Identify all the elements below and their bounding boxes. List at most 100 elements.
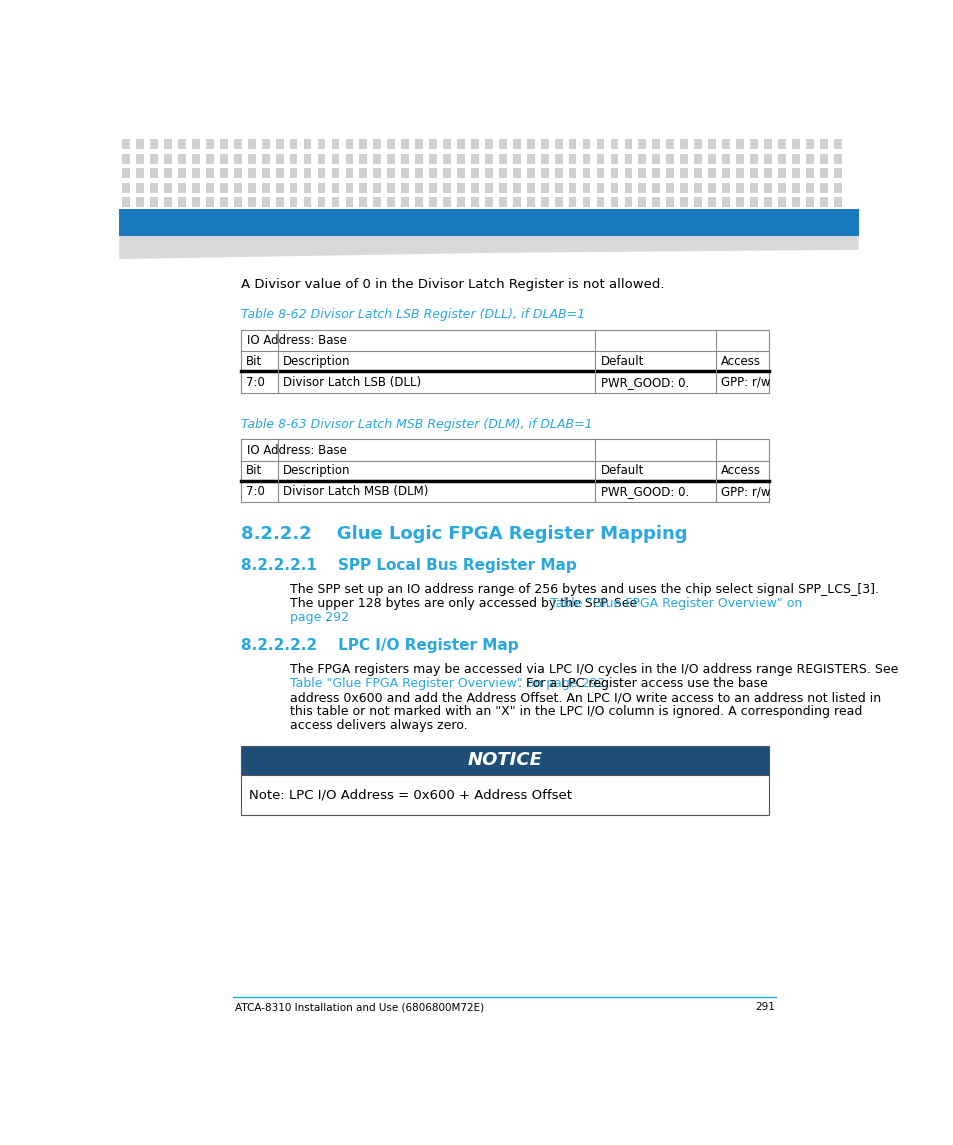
Bar xyxy=(484,197,493,207)
Bar xyxy=(303,139,311,149)
Bar xyxy=(345,168,353,179)
Bar xyxy=(387,153,395,164)
Bar xyxy=(471,183,478,192)
Bar xyxy=(429,197,436,207)
Bar xyxy=(555,153,562,164)
Bar xyxy=(261,183,270,192)
Bar xyxy=(778,168,785,179)
Bar xyxy=(498,168,506,179)
Bar xyxy=(401,197,409,207)
Bar xyxy=(233,168,241,179)
Bar xyxy=(582,183,590,192)
Bar xyxy=(164,197,172,207)
Bar xyxy=(721,153,729,164)
Bar xyxy=(373,153,381,164)
Text: Bit: Bit xyxy=(246,355,262,368)
Bar xyxy=(192,197,199,207)
Bar xyxy=(178,197,186,207)
Bar xyxy=(484,139,493,149)
Bar xyxy=(122,168,130,179)
Text: page 292: page 292 xyxy=(290,611,349,624)
Bar xyxy=(749,153,757,164)
Bar xyxy=(638,168,645,179)
Bar xyxy=(679,183,687,192)
Bar xyxy=(456,168,464,179)
Bar xyxy=(791,183,799,192)
Text: 8.2.2.2.1    SPP Local Bus Register Map: 8.2.2.2.1 SPP Local Bus Register Map xyxy=(241,558,576,572)
Bar xyxy=(679,197,687,207)
Bar xyxy=(778,139,785,149)
Bar xyxy=(401,153,409,164)
Bar xyxy=(122,139,130,149)
Bar xyxy=(178,183,186,192)
Bar xyxy=(164,183,172,192)
Bar xyxy=(220,183,228,192)
Bar xyxy=(303,168,311,179)
Bar xyxy=(749,183,757,192)
Bar xyxy=(317,197,325,207)
Bar xyxy=(359,153,367,164)
Bar xyxy=(805,183,813,192)
Bar xyxy=(290,197,297,207)
Bar xyxy=(624,153,632,164)
Bar xyxy=(819,139,827,149)
Bar xyxy=(136,197,144,207)
Text: PWR_GOOD: 0.: PWR_GOOD: 0. xyxy=(600,376,688,389)
Bar xyxy=(332,139,339,149)
Bar xyxy=(317,183,325,192)
Bar xyxy=(526,183,534,192)
Bar xyxy=(456,197,464,207)
Bar xyxy=(791,197,799,207)
Bar xyxy=(248,197,255,207)
Bar xyxy=(721,197,729,207)
Bar xyxy=(555,197,562,207)
Bar xyxy=(387,139,395,149)
Bar xyxy=(498,183,506,192)
Text: The SPP set up an IO address range of 256 bytes and uses the chip select signal : The SPP set up an IO address range of 25… xyxy=(290,583,878,597)
Bar xyxy=(513,168,520,179)
Bar xyxy=(303,153,311,164)
Bar xyxy=(679,168,687,179)
Bar xyxy=(763,168,771,179)
Bar xyxy=(275,197,283,207)
Bar xyxy=(415,153,422,164)
Bar xyxy=(471,197,478,207)
Bar xyxy=(220,153,228,164)
Bar xyxy=(359,197,367,207)
Bar xyxy=(290,183,297,192)
Bar xyxy=(484,168,493,179)
Bar xyxy=(290,139,297,149)
Bar xyxy=(694,183,701,192)
Bar xyxy=(805,153,813,164)
Bar xyxy=(443,139,451,149)
Text: Note: LPC I/O Address = 0x600 + Address Offset: Note: LPC I/O Address = 0x600 + Address … xyxy=(249,789,571,802)
Bar xyxy=(261,139,270,149)
Bar xyxy=(833,139,841,149)
Bar xyxy=(415,168,422,179)
Bar xyxy=(540,168,548,179)
Bar xyxy=(345,183,353,192)
Text: 8.2.2.2    Glue Logic FPGA Register Mapping: 8.2.2.2 Glue Logic FPGA Register Mapping xyxy=(241,526,687,544)
Bar xyxy=(241,330,768,393)
Bar xyxy=(638,139,645,149)
Bar xyxy=(707,197,716,207)
Bar xyxy=(150,139,158,149)
Text: NOTICE: NOTICE xyxy=(467,751,541,769)
Text: Default: Default xyxy=(600,355,643,368)
Bar xyxy=(122,197,130,207)
Bar xyxy=(596,197,604,207)
Bar xyxy=(624,139,632,149)
Text: address 0x600 and add the Address Offset. An LPC I/O write access to an address : address 0x600 and add the Address Offset… xyxy=(290,692,880,704)
Bar xyxy=(540,139,548,149)
Bar xyxy=(707,183,716,192)
Bar xyxy=(652,153,659,164)
Bar xyxy=(332,197,339,207)
Bar xyxy=(736,168,743,179)
Bar xyxy=(206,153,213,164)
Bar xyxy=(791,139,799,149)
Bar xyxy=(415,197,422,207)
Bar xyxy=(206,139,213,149)
Text: CPLD and FPGA: CPLD and FPGA xyxy=(622,215,761,231)
Bar xyxy=(401,183,409,192)
Bar xyxy=(833,197,841,207)
